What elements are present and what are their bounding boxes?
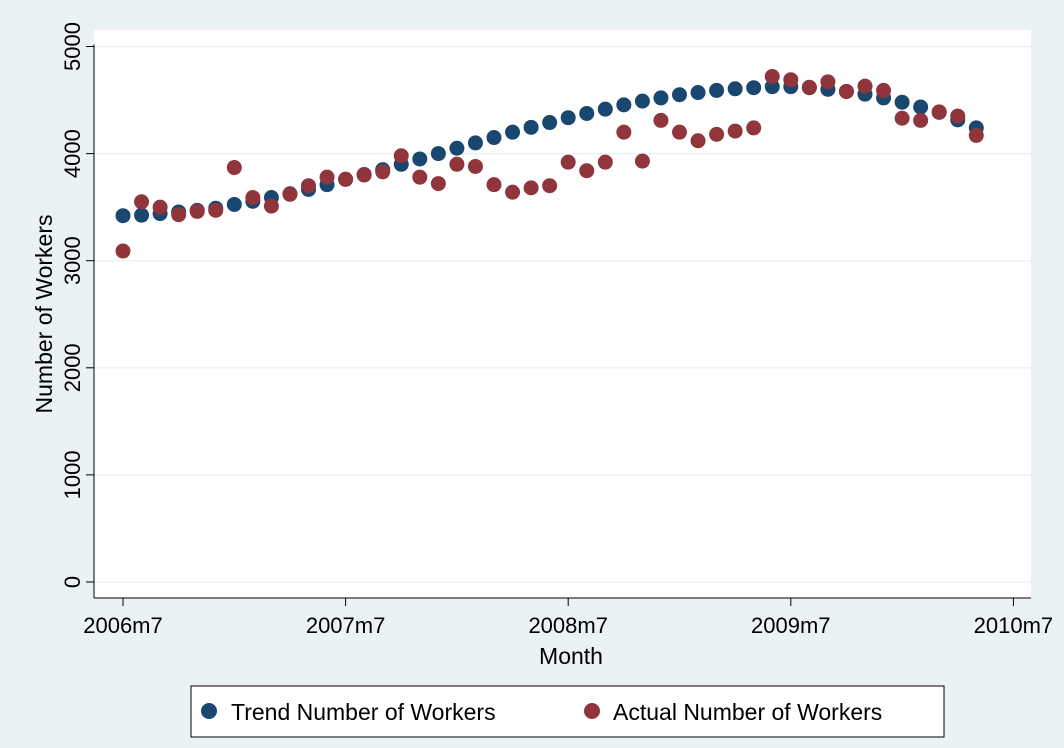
actual-point	[338, 171, 354, 187]
actual-point	[263, 198, 279, 214]
trend-point	[226, 196, 242, 212]
trend-point	[672, 87, 687, 103]
y-axis-title: Number of Workers	[31, 215, 57, 414]
actual-point	[152, 199, 168, 215]
actual-point	[319, 169, 335, 185]
trend-point	[115, 208, 131, 224]
actual-point	[634, 153, 650, 169]
actual-point	[412, 169, 428, 185]
actual-point	[690, 133, 706, 149]
trend-point	[709, 82, 725, 98]
trend-point	[505, 124, 521, 140]
actual-point	[115, 243, 131, 259]
legend-label-actual: Actual Number of Workers	[613, 699, 882, 725]
actual-point	[764, 68, 780, 84]
y-tick-label: 0	[60, 576, 85, 588]
legend-marker-trend	[201, 703, 217, 719]
actual-point	[505, 184, 521, 200]
actual-point	[801, 79, 817, 95]
grid-lines	[94, 45, 1031, 583]
actual-point	[616, 124, 632, 140]
trend-point	[653, 90, 669, 106]
actual-point	[746, 120, 762, 136]
actual-point	[542, 178, 558, 194]
trend-point	[430, 146, 446, 162]
x-tick-label: 2006m7	[83, 613, 163, 638]
actual-point	[672, 124, 687, 140]
actual-point	[653, 112, 669, 128]
actual-point	[282, 186, 298, 202]
trend-point	[579, 105, 595, 121]
actual-point	[208, 202, 224, 218]
actual-point	[727, 123, 743, 139]
y-tick-label: 4000	[60, 129, 85, 178]
actual-point	[226, 160, 242, 176]
trend-point	[560, 110, 576, 126]
actual-point	[301, 178, 316, 194]
actual-point	[375, 164, 391, 180]
plot-area	[94, 30, 1031, 598]
actual-point	[876, 82, 892, 98]
actual-point	[449, 156, 465, 172]
trend-point	[523, 119, 539, 135]
actual-point	[913, 112, 929, 128]
legend-marker-actual	[584, 703, 600, 719]
actual-point	[857, 78, 873, 94]
trend-point	[597, 101, 613, 117]
x-tick-label: 2009m7	[751, 613, 831, 638]
actual-point	[393, 148, 409, 164]
actual-point	[189, 203, 205, 219]
actual-point	[430, 176, 446, 192]
trend-point	[690, 85, 706, 101]
legend-label-trend: Trend Number of Workers	[231, 699, 496, 725]
actual-point	[245, 190, 261, 206]
trend-point	[486, 130, 502, 146]
trend-point	[134, 207, 150, 223]
trend-point	[894, 94, 910, 110]
x-axis-title: Month	[539, 643, 603, 669]
trend-point	[542, 115, 558, 131]
actual-point	[783, 72, 799, 88]
trend-point	[913, 99, 929, 115]
actual-point	[560, 154, 576, 170]
actual-point	[709, 126, 725, 142]
actual-point	[171, 207, 187, 223]
actual-point	[597, 154, 613, 170]
trend-point	[727, 81, 743, 97]
trend-point	[634, 93, 650, 109]
actual-point	[486, 177, 502, 193]
y-tick-label: 1000	[60, 450, 85, 499]
actual-point	[931, 104, 947, 120]
trend-point	[616, 97, 632, 113]
trend-point	[746, 80, 762, 96]
x-tick-label: 2008m7	[528, 613, 608, 638]
y-tick-label: 3000	[60, 236, 85, 285]
y-axis: 0 1000 2000 3000 4000 5000	[60, 22, 95, 598]
y-tick-label: 2000	[60, 343, 85, 392]
x-axis: 2006m7 2007m7 2008m7 2009m7 2010m7	[83, 597, 1054, 638]
legend-box	[190, 685, 945, 738]
trend-point	[412, 151, 428, 167]
actual-point	[820, 74, 836, 90]
actual-point	[356, 167, 372, 183]
x-tick-label: 2007m7	[306, 613, 386, 638]
actual-point	[467, 158, 483, 174]
actual-point	[968, 127, 984, 143]
data-points	[115, 68, 984, 259]
actual-point	[523, 180, 539, 196]
actual-point	[950, 108, 966, 124]
x-tick-label: 2010m7	[974, 613, 1054, 638]
actual-point	[838, 83, 854, 99]
actual-point	[579, 163, 595, 179]
actual-point	[134, 194, 150, 210]
trend-point	[449, 140, 465, 156]
legend: Trend Number of Workers Actual Number of…	[190, 685, 945, 738]
trend-point	[467, 135, 483, 151]
actual-point	[894, 110, 910, 126]
y-tick-label: 5000	[60, 22, 85, 71]
